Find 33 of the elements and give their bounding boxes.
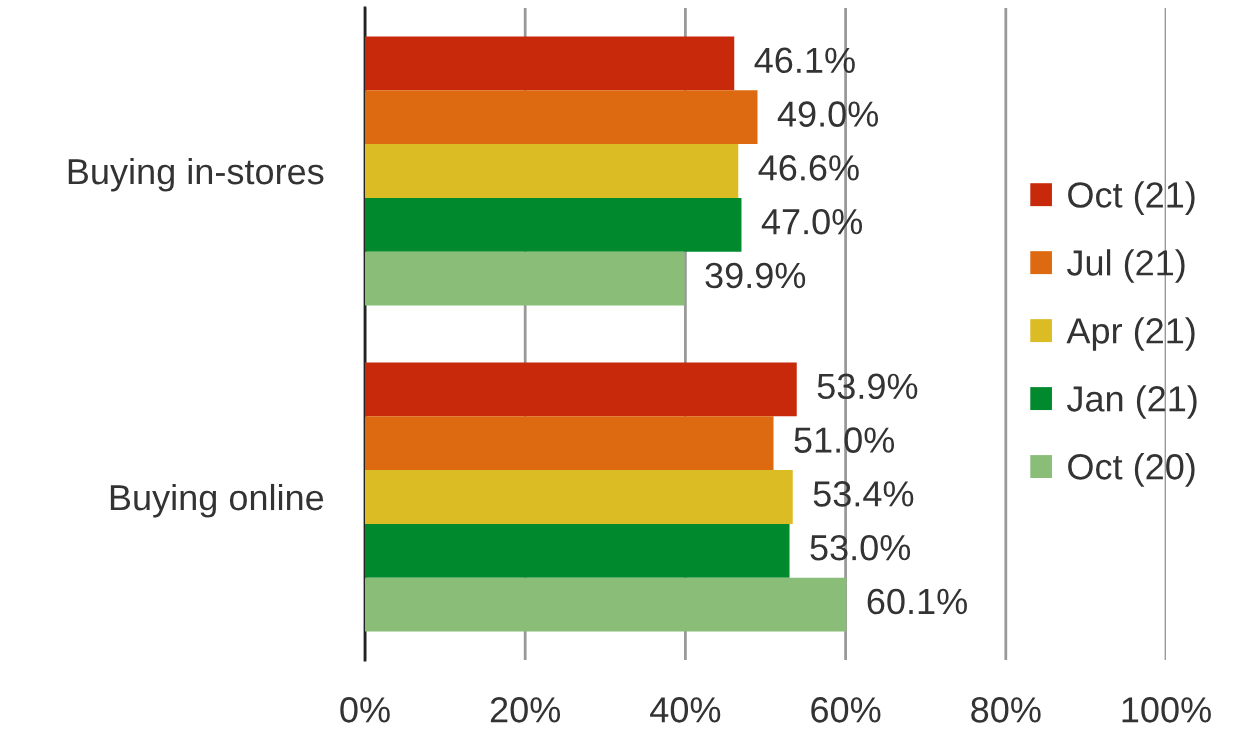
y-tick-label: Buying in-stores <box>68 157 324 192</box>
data-label: 53.4% <box>813 481 914 507</box>
bar <box>365 251 685 306</box>
data-label: 51.0% <box>794 427 895 453</box>
data-label: 53.9% <box>817 373 918 400</box>
data-label: 46.1% <box>754 47 855 74</box>
data-label: 60.1% <box>867 588 967 615</box>
legend-label: Oct (20) <box>1068 453 1195 487</box>
bar <box>365 36 735 91</box>
x-tick-label: 20% <box>490 697 561 723</box>
data-label: 46.6% <box>758 155 859 181</box>
legend-label: Apr (21) <box>1066 317 1195 351</box>
data-label: 39.9% <box>705 262 806 289</box>
legend-label: Jul (21) <box>1066 249 1185 283</box>
legend-label: Oct (21) <box>1068 181 1195 215</box>
bar <box>365 577 847 632</box>
bar <box>365 470 793 524</box>
legend-label: Jan (21) <box>1066 385 1197 419</box>
bar <box>365 416 774 471</box>
x-tick-label: 80% <box>971 697 1041 723</box>
bar <box>365 197 742 252</box>
bar <box>365 523 790 578</box>
bar <box>365 362 797 417</box>
x-tick-label: 100% <box>1122 697 1211 723</box>
data-label: 49.0% <box>777 101 879 127</box>
bar <box>365 144 739 198</box>
data-label: 53.0% <box>810 534 911 561</box>
x-tick-label: 40% <box>650 697 721 723</box>
y-tick-label: Buying online <box>110 483 324 518</box>
x-tick-label: 0% <box>340 697 390 723</box>
bar <box>365 90 758 145</box>
x-tick-label: 60% <box>811 697 881 723</box>
data-label: 47.0% <box>761 208 863 235</box>
